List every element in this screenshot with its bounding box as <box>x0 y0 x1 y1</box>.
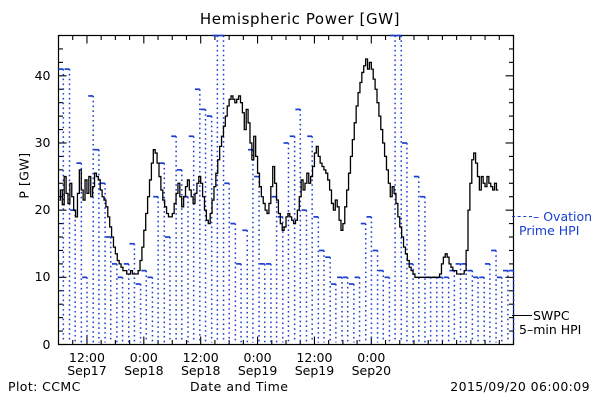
plot-frame <box>57 34 515 346</box>
y-axis-label: P [GW] <box>16 152 32 199</box>
x-tick-date: Sep18 <box>180 362 221 378</box>
x-tick-date: Sep20 <box>351 362 392 378</box>
x-tick-date: Sep18 <box>124 362 164 378</box>
x-tick-time: 0:00 <box>243 349 272 365</box>
y-tick-label: 0 <box>42 336 51 352</box>
y-tick-label: 40 <box>34 67 51 83</box>
x-tick-time: 0:00 <box>129 349 158 365</box>
x-tick-label: 0:00 Sep19 <box>218 351 298 377</box>
axis-ticks <box>57 34 515 346</box>
y-tick-label: 30 <box>34 134 51 150</box>
legend-swpc-line2: 5–min HPI <box>519 322 582 337</box>
chart-title: Hemispheric Power [GW] <box>199 10 401 28</box>
x-tick-date: Sep17 <box>67 362 107 378</box>
x-tick-label: 12:00 Sep18 <box>161 351 241 377</box>
x-tick-label: 12:00 Sep17 <box>47 351 127 377</box>
y-tick-label: 20 <box>34 202 51 218</box>
x-tick-time: 12:00 <box>182 349 219 365</box>
x-tick-time: 12:00 <box>68 349 105 365</box>
series-ovation-prime-hpi <box>58 34 515 343</box>
legend-ovation-line1: – Ovation <box>533 209 593 224</box>
legend-sample-ovation-icon <box>512 216 532 217</box>
x-tick-date: Sep19 <box>294 362 335 378</box>
plot-timestamp: 2015/09/20 06:00:09 <box>450 379 590 394</box>
legend-swpc-line1: SWPC <box>533 308 570 323</box>
x-tick-label: 0:00 Sep18 <box>104 351 184 377</box>
x-tick-time: 0:00 <box>357 349 386 365</box>
x-tick-label: 0:00 Sep20 <box>331 351 411 377</box>
y-tick-label: 10 <box>34 269 51 285</box>
legend-ovation-line2: Prime HPI <box>519 223 580 238</box>
legend-swpc-5min-hpi: SWPC 5–min HPI <box>519 308 595 337</box>
x-tick-date: Sep19 <box>237 362 278 378</box>
series-swpc-5min-hpi <box>59 58 499 278</box>
plot-credit: Plot: CCMC <box>8 379 81 394</box>
x-tick-label: 12:00 Sep19 <box>274 351 354 377</box>
legend-ovation-prime-hpi: – Ovation Prime HPI <box>519 209 593 238</box>
legend-sample-swpc-icon <box>512 315 532 316</box>
x-tick-time: 12:00 <box>296 349 333 365</box>
x-axis-label: Date and Time <box>190 379 289 394</box>
